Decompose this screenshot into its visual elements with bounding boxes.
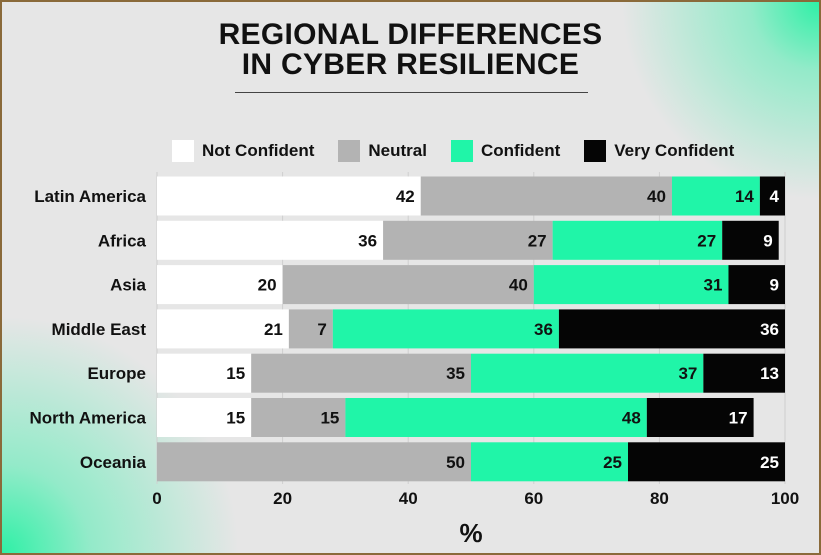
legend-label-very-confident: Very Confident	[614, 141, 735, 160]
category-label-europe: Europe	[87, 364, 146, 383]
legend-item-neutral: Neutral	[338, 140, 427, 162]
category-label-north-america: North America	[29, 409, 146, 428]
bar-latin-america-very-confident	[759, 176, 785, 216]
data-label-latin-america-not-confident: 42	[396, 187, 415, 206]
category-label-latin-america: Latin America	[34, 187, 146, 206]
x-tick-label-20: 20	[273, 489, 292, 508]
legend-swatch-very-confident	[584, 140, 607, 162]
bar-africa-not-confident	[157, 220, 384, 260]
bar-latin-america-confident	[671, 176, 760, 216]
bar-oceania-confident	[471, 442, 628, 482]
x-tick-label-80: 80	[650, 489, 669, 508]
title-divider	[235, 92, 588, 93]
bar-middle-east-very-confident	[558, 309, 785, 349]
bar-middle-east-confident	[332, 309, 559, 349]
data-label-europe-confident: 37	[678, 364, 697, 383]
data-label-asia-neutral: 40	[509, 276, 528, 295]
data-label-north-america-very-confident: 17	[729, 409, 748, 428]
data-label-africa-confident: 27	[697, 231, 716, 250]
bar-north-america-neutral	[251, 398, 346, 437]
bar-europe-neutral	[251, 353, 471, 393]
data-label-africa-not-confident: 36	[358, 231, 377, 250]
bar-north-america-very-confident	[646, 398, 754, 437]
data-label-north-america-not-confident: 15	[226, 409, 245, 428]
bar-middle-east-not-confident	[157, 309, 289, 349]
legend-label-neutral: Neutral	[368, 141, 427, 160]
legend-swatch-neutral	[338, 140, 361, 162]
legend-item-confident: Confident	[450, 140, 561, 162]
category-label-oceania: Oceania	[80, 453, 147, 472]
data-label-europe-very-confident: 13	[760, 364, 779, 383]
data-label-asia-not-confident: 20	[258, 276, 277, 295]
data-label-middle-east-confident: 36	[534, 320, 553, 339]
bar-asia-not-confident	[157, 265, 283, 305]
legend-item-not-confident: Not Confident	[172, 140, 314, 162]
bar-latin-america-not-confident	[157, 176, 421, 216]
bar-europe-very-confident	[703, 353, 785, 393]
data-label-oceania-confident: 25	[603, 453, 622, 472]
x-tick-label-40: 40	[399, 489, 418, 508]
data-label-north-america-confident: 48	[622, 409, 641, 428]
chart-title-line-2: IN CYBER RESILIENCE	[241, 48, 580, 81]
bar-north-america-not-confident	[157, 398, 252, 437]
data-label-middle-east-not-confident: 21	[264, 320, 283, 339]
data-label-asia-confident: 31	[704, 276, 723, 295]
bar-latin-america-neutral	[420, 176, 672, 216]
category-label-asia: Asia	[110, 276, 146, 295]
category-label-middle-east: Middle East	[52, 320, 147, 339]
data-label-north-america-neutral: 15	[320, 409, 339, 428]
data-label-africa-very-confident: 9	[763, 231, 772, 250]
legend-swatch-confident	[450, 140, 473, 162]
x-tick-label-100: 100	[771, 489, 799, 508]
x-tick-label-0: 0	[152, 489, 161, 508]
bar-middle-east-neutral	[288, 309, 333, 349]
data-label-europe-not-confident: 15	[226, 364, 245, 383]
data-label-africa-neutral: 27	[528, 231, 547, 250]
category-label-africa: Africa	[98, 231, 147, 250]
data-label-middle-east-very-confident: 36	[760, 320, 779, 339]
legend-item-very-confident: Very Confident	[584, 140, 734, 162]
chart-legend: Not Confident Neutral Confident Very Confid…	[172, 139, 734, 163]
legend-label-not-confident: Not Confident	[202, 141, 315, 160]
data-label-latin-america-confident: 14	[735, 187, 754, 206]
data-label-europe-neutral: 35	[446, 364, 465, 383]
legend-swatch-not-confident	[172, 140, 194, 162]
data-label-oceania-very-confident: 25	[760, 453, 779, 472]
bar-asia-very-confident	[728, 265, 785, 305]
chart-title: REGIONAL DIFFERENCES IN CYBER RESILIENCE	[2, 20, 819, 80]
bar-asia-confident	[533, 265, 729, 305]
bar-africa-neutral	[383, 220, 553, 260]
data-label-latin-america-neutral: 40	[647, 187, 666, 206]
bar-asia-neutral	[282, 265, 534, 305]
bar-africa-very-confident	[722, 220, 779, 260]
chart-title-line-1: REGIONAL DIFFERENCES	[218, 18, 603, 51]
bar-north-america-confident	[345, 398, 647, 437]
bar-oceania-neutral	[157, 442, 471, 482]
legend-label-confident: Confident	[480, 141, 561, 160]
x-tick-label-60: 60	[524, 489, 543, 508]
bar-europe-confident	[471, 353, 704, 393]
bar-europe-not-confident	[157, 353, 252, 393]
x-axis-label: %	[459, 518, 482, 548]
data-label-asia-very-confident: 9	[770, 276, 779, 295]
data-label-middle-east-neutral: 7	[317, 320, 326, 339]
data-label-oceania-neutral: 50	[446, 453, 465, 472]
data-label-latin-america-very-confident: 4	[770, 187, 780, 206]
bar-oceania-very-confident	[628, 442, 785, 482]
bar-africa-confident	[552, 220, 723, 260]
